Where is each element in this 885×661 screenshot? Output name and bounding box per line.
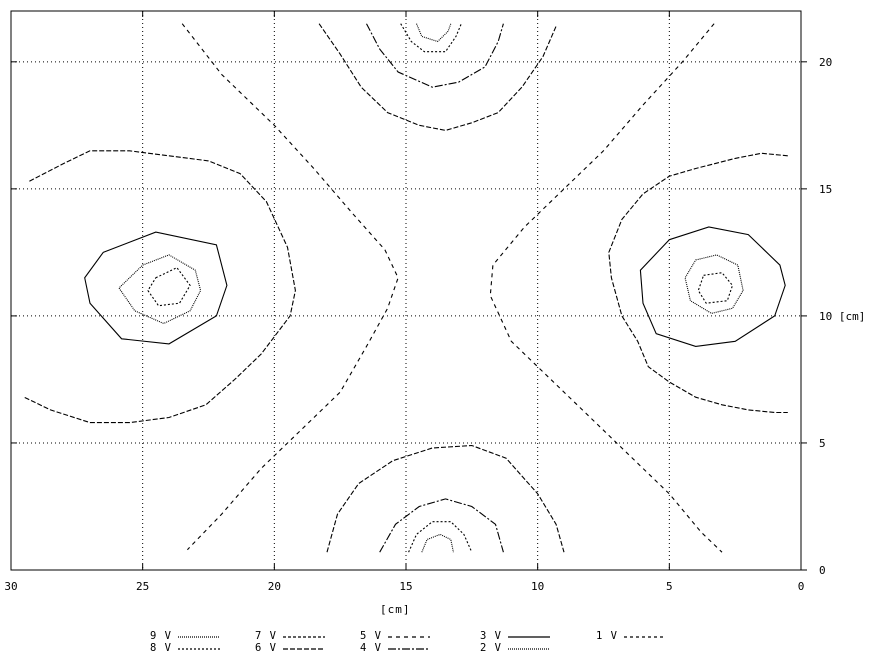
legend-label: 9 V <box>150 630 172 642</box>
contour-line-8v <box>400 23 462 53</box>
contour-line-3v <box>84 231 228 345</box>
legend-swatch <box>387 635 430 638</box>
y-tick-label: 10 [cm] <box>819 310 865 323</box>
legend-item: 8 V <box>150 643 220 654</box>
contour-line-3v <box>639 226 786 347</box>
contour-line-6v <box>326 444 565 553</box>
legend-label: 4 V <box>360 642 382 654</box>
contour-line-8v <box>147 266 191 307</box>
grid-lines <box>11 11 801 570</box>
legend-item: 7 V <box>255 631 325 642</box>
legend-label: 8 V <box>150 642 172 654</box>
legend-label: 2 V <box>480 642 502 654</box>
contour-line-9v <box>421 533 454 553</box>
y-tick-label: 0 <box>819 564 826 577</box>
contour-line-6v <box>318 23 557 131</box>
contour-line-2v <box>684 254 744 314</box>
legend-label: 7 V <box>255 630 277 642</box>
contour-line-9v <box>415 23 452 43</box>
contour-line-5v <box>489 23 723 553</box>
legend-item: 4 V <box>360 643 430 654</box>
x-tick-label: 20 <box>268 580 281 593</box>
contour-line-5v <box>181 23 399 551</box>
legend-item: 9 V <box>150 631 220 642</box>
x-tick-label: 25 <box>136 580 149 593</box>
contour-line-2v <box>118 254 202 325</box>
legend-label: 3 V <box>480 630 502 642</box>
legend-label: 6 V <box>255 642 277 654</box>
contour-line-8v <box>408 521 473 553</box>
y-tick-label: 15 <box>819 183 832 196</box>
x-tick-label: 0 <box>798 580 805 593</box>
contour-lines <box>23 23 788 553</box>
legend-swatch <box>507 635 550 638</box>
contour-line-4v <box>366 23 504 88</box>
legend-label: 1 V <box>596 630 618 642</box>
contour-line-4v <box>379 498 504 553</box>
x-tick-label: 5 <box>666 580 673 593</box>
legend-item: 2 V <box>480 643 550 654</box>
contour-line-8v <box>697 272 734 304</box>
x-axis-unit-label: [cm] <box>380 603 411 616</box>
plot-frame <box>10 10 802 571</box>
legend-label: 5 V <box>360 630 382 642</box>
legend-item: 5 V <box>360 631 430 642</box>
legend-swatch <box>282 647 325 650</box>
x-tick-label: 30 <box>4 580 17 593</box>
contour-line-6v <box>608 152 788 414</box>
x-tick-label: 10 <box>531 580 544 593</box>
legend-swatch <box>387 647 430 650</box>
x-axis-ticks: 30 25 20 15 10 5 0 <box>4 11 804 593</box>
legend-swatch <box>623 635 666 638</box>
legend-swatch <box>507 647 550 650</box>
y-tick-label: 5 <box>819 437 826 450</box>
y-axis-ticks: 0 5 10 [cm] 15 20 <box>11 56 865 577</box>
legend-swatch <box>177 635 220 638</box>
legend-item: 3 V <box>480 631 550 642</box>
legend-item: 1 V <box>596 631 666 642</box>
contour-line-6v <box>23 150 296 424</box>
x-tick-label: 15 <box>399 580 412 593</box>
legend-swatch <box>282 635 325 638</box>
legend-item: 6 V <box>255 643 325 654</box>
y-tick-label: 20 <box>819 56 832 69</box>
legend-swatch <box>177 647 220 650</box>
